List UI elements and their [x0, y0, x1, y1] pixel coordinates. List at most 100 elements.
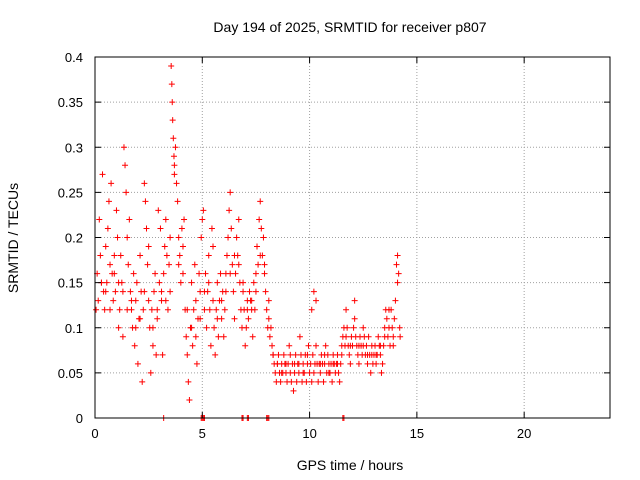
- data-point: [167, 288, 174, 295]
- data-point: [168, 63, 175, 70]
- y-tick-label: 0.1: [65, 321, 83, 336]
- data-point: [364, 360, 371, 367]
- data-point: [220, 333, 227, 340]
- data-point: [110, 297, 117, 304]
- data-point: [192, 297, 199, 304]
- data-point: [293, 378, 300, 385]
- data-point: [117, 252, 124, 259]
- data-point: [282, 360, 289, 367]
- data-point: [148, 306, 155, 313]
- data-point: [156, 279, 163, 286]
- data-point: [157, 225, 164, 232]
- data-point: [310, 288, 317, 295]
- data-point: [383, 315, 390, 322]
- data-point: [325, 369, 332, 376]
- data-point: [313, 342, 320, 349]
- data-point: [248, 297, 255, 304]
- data-point: [175, 261, 182, 268]
- data-point: [155, 207, 162, 214]
- data-point: [163, 252, 170, 259]
- data-point: [151, 288, 158, 295]
- x-tick-label: 0: [91, 426, 98, 441]
- data-point: [249, 333, 256, 340]
- data-point: [308, 378, 315, 385]
- x-tick-labels: 0 5 10 15 20: [91, 426, 531, 441]
- data-point: [334, 360, 341, 367]
- data-point: [392, 297, 399, 304]
- data-point: [184, 306, 191, 313]
- x-tick-label: 15: [410, 426, 424, 441]
- data-point: [274, 360, 281, 367]
- data-point: [199, 216, 206, 223]
- data-point: [198, 234, 205, 241]
- data-point: [214, 315, 221, 322]
- data-point: [127, 288, 134, 295]
- data-point: [223, 252, 230, 259]
- y-tick-labels: 0 0.05 0.1 0.15 0.2 0.25 0.3 0.35 0.4: [58, 50, 83, 426]
- chart-title: Day 194 of 2025, SRMTID for receiver p80…: [213, 19, 486, 35]
- data-point: [203, 324, 210, 331]
- data-point: [101, 306, 108, 313]
- data-point: [114, 234, 121, 241]
- y-tick-label: 0.2: [65, 231, 83, 246]
- data-point: [351, 297, 358, 304]
- data-point: [391, 315, 398, 322]
- data-point: [367, 369, 374, 376]
- data-point: [240, 279, 247, 286]
- data-point: [112, 288, 119, 295]
- data-point: [93, 306, 100, 313]
- x-axis-label: GPS time / hours: [297, 457, 404, 473]
- data-point: [288, 378, 295, 385]
- data-point: [252, 288, 259, 295]
- data-point: [296, 333, 303, 340]
- data-point: [214, 279, 221, 286]
- data-point: [393, 261, 400, 268]
- data-point: [210, 243, 217, 250]
- data-point: [170, 153, 177, 160]
- data-point: [105, 198, 112, 205]
- data-point: [175, 234, 182, 241]
- data-point: [201, 306, 208, 313]
- data-point: [170, 135, 177, 142]
- data-point: [355, 360, 362, 367]
- data-point: [169, 99, 176, 106]
- data-point: [338, 351, 345, 358]
- data-point: [125, 261, 132, 268]
- data-point: [111, 270, 118, 277]
- data-point: [173, 180, 180, 187]
- data-point: [275, 351, 282, 358]
- data-point: [162, 216, 169, 223]
- data-point: [262, 288, 269, 295]
- data-point: [119, 288, 126, 295]
- data-point: [143, 225, 150, 232]
- data-point: [347, 342, 354, 349]
- data-point: [350, 324, 357, 331]
- data-point: [389, 324, 396, 331]
- data-point: [303, 378, 310, 385]
- data-point: [317, 369, 324, 376]
- data-point: [217, 270, 224, 277]
- data-point: [295, 360, 302, 367]
- data-point: [263, 306, 270, 313]
- data-point: [255, 261, 262, 268]
- data-point: [375, 333, 382, 340]
- data-point: [207, 342, 214, 349]
- data-point: [266, 333, 273, 340]
- data-point: [244, 306, 251, 313]
- data-point: [95, 297, 102, 304]
- data-point: [205, 252, 212, 259]
- data-point: [261, 270, 268, 277]
- data-point: [278, 369, 285, 376]
- data-point: [185, 378, 192, 385]
- data-point: [395, 270, 402, 277]
- data-point: [309, 351, 316, 358]
- data-point: [120, 144, 127, 151]
- data-point: [107, 306, 114, 313]
- data-point: [305, 342, 312, 349]
- data-point: [232, 270, 239, 277]
- data-point: [250, 279, 257, 286]
- data-point: [115, 324, 122, 331]
- data-point: [211, 324, 218, 331]
- data-point: [231, 252, 238, 259]
